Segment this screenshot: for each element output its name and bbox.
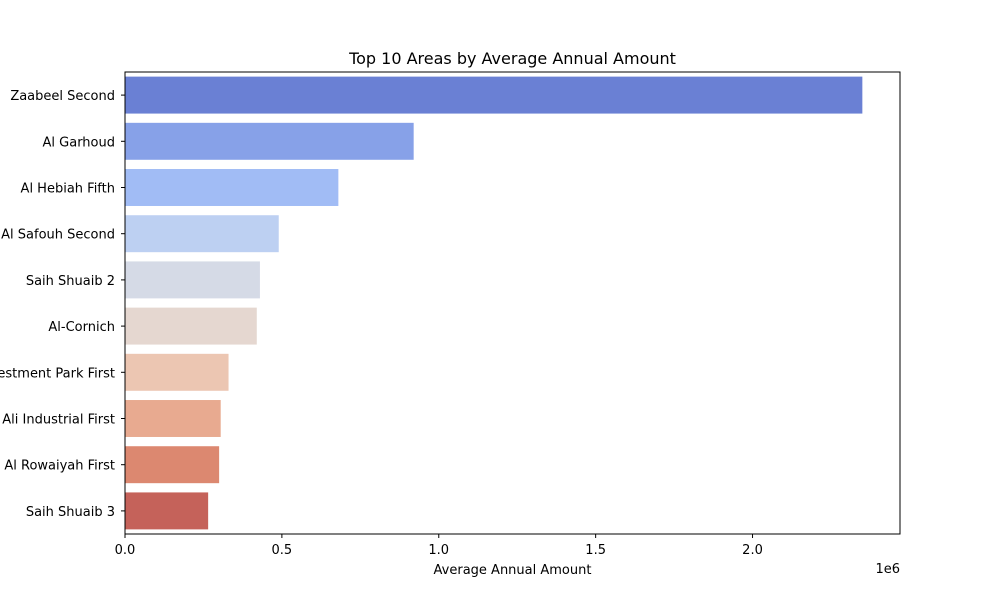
y-tick-label: Al Safouh Second [1, 228, 115, 243]
y-tick-label: Al-Cornich [48, 320, 115, 335]
x-tick-label: 2.0 [742, 543, 763, 558]
y-tick-label: Investment Park First [0, 366, 115, 381]
y-tick-label: Saih Shuaib 2 [26, 274, 115, 289]
x-tick-label: 1.5 [585, 543, 606, 558]
y-tick-label: Al Garhoud [43, 135, 115, 150]
bars-group [125, 76, 863, 530]
y-tick-label: Al Hebiah Fifth [21, 182, 115, 197]
x-axis-offset-text: 1e6 [875, 562, 900, 577]
plot-frame [124, 71, 901, 535]
x-tick-label: 1.0 [428, 543, 449, 558]
y-tick-label: Al Rowaiyah First [4, 459, 115, 474]
x-tick-label: 0.5 [272, 543, 293, 558]
bar-6 [125, 307, 257, 345]
x-axis-ticks: 0.0 0.5 1.0 1.5 2.0 [115, 534, 763, 558]
y-tick-label: Saih Shuaib 3 [26, 505, 115, 520]
bar-1 [125, 76, 863, 114]
bar-7 [125, 353, 229, 391]
bar-9 [125, 446, 220, 484]
chart-title: Top 10 Areas by Average Annual Amount [348, 49, 676, 68]
x-tick-label: 0.0 [115, 543, 136, 558]
x-axis-label: Average Annual Amount [434, 563, 592, 578]
bar-5 [125, 261, 260, 299]
bar-8 [125, 400, 221, 437]
bar-3 [125, 169, 339, 206]
bar-2 [125, 122, 414, 160]
y-tick-label: Zaabeel Second [10, 89, 115, 104]
y-axis-ticks: Zaabeel Second Al Garhoud Al Hebiah Fifth A… [0, 89, 125, 520]
bar-10 [125, 492, 209, 530]
y-tick-label: Jebel Ali Industrial First [0, 413, 115, 428]
bar-4 [125, 215, 279, 253]
